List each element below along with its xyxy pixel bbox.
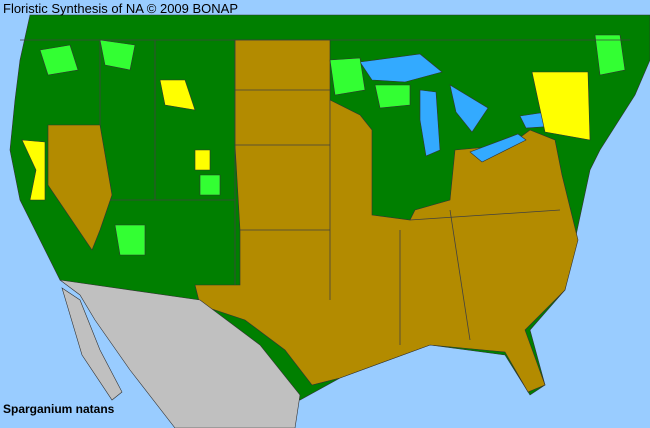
arizona-light-green-counties — [114, 224, 146, 256]
colorado-rare-counties — [194, 149, 211, 171]
idaho-light-green-counties — [99, 39, 136, 71]
species-label: Sparganium natans — [3, 402, 115, 416]
new-england-light-green-counties — [594, 34, 626, 76]
baja-california — [61, 287, 123, 401]
map-title: Floristic Synthesis of NA © 2009 BONAP — [3, 1, 239, 16]
lake-erie — [469, 133, 527, 163]
state-borders — [20, 39, 630, 345]
wisconsin-light-green-counties — [374, 84, 411, 109]
wyoming-rare-counties — [159, 79, 196, 111]
california-rare-counties — [21, 139, 46, 201]
lake-huron — [449, 84, 489, 133]
new-york-rare-counties — [531, 71, 591, 141]
oregon-light-green-counties — [39, 44, 79, 76]
lake-superior — [359, 53, 443, 83]
lake-michigan — [419, 89, 441, 157]
michigan-light-green-counties — [329, 57, 366, 96]
mexico-region — [59, 279, 301, 428]
colorado-light-green-counties — [199, 174, 221, 196]
